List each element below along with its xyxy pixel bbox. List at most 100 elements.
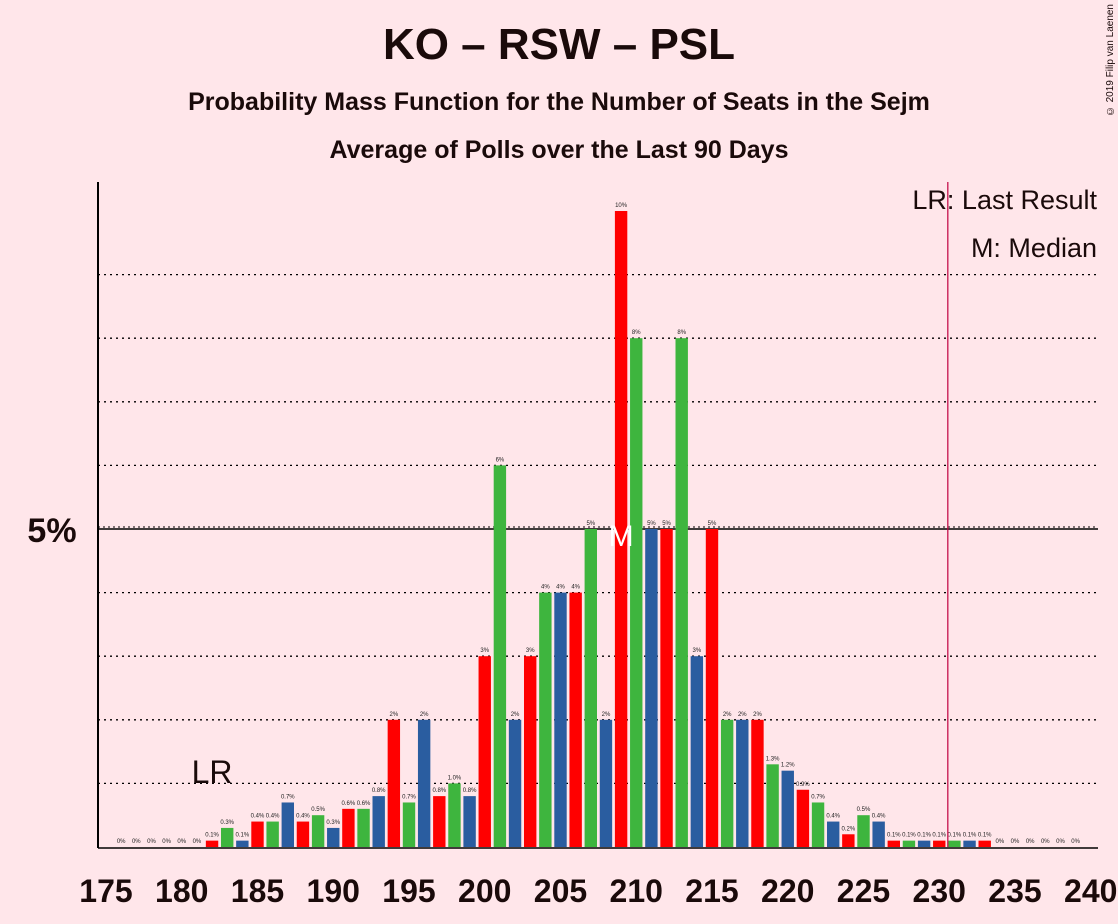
x-tick-label: 175 bbox=[79, 873, 132, 909]
data-label-179: 0% bbox=[162, 839, 171, 845]
x-tick-label: 220 bbox=[761, 873, 814, 909]
data-label-234: 0% bbox=[996, 839, 1005, 845]
bar-222 bbox=[811, 802, 825, 847]
x-tick-label: 210 bbox=[610, 873, 663, 909]
bar-183 bbox=[221, 827, 234, 847]
bar-185 bbox=[251, 821, 264, 847]
data-label-185: 0.4% bbox=[251, 814, 265, 820]
last-result-marker: LR bbox=[192, 754, 233, 790]
bar-204 bbox=[539, 592, 552, 847]
y-tick-label: 5% bbox=[27, 512, 76, 550]
bar-224 bbox=[842, 834, 855, 847]
bar-225 bbox=[857, 815, 870, 847]
bar-201 bbox=[493, 465, 507, 847]
bar-195 bbox=[402, 802, 416, 847]
data-label-184: 0.1% bbox=[236, 833, 250, 839]
data-label-177: 0% bbox=[132, 839, 141, 845]
data-label-231: 0.1% bbox=[948, 833, 962, 839]
bar-206 bbox=[569, 592, 582, 847]
data-label-228: 0.1% bbox=[902, 833, 916, 839]
bar-207 bbox=[584, 529, 597, 847]
bar-232 bbox=[963, 840, 976, 847]
x-tick-label: 195 bbox=[382, 873, 435, 909]
bar-233 bbox=[978, 840, 991, 847]
data-label-210: 8% bbox=[632, 330, 641, 336]
data-label-214: 3% bbox=[693, 648, 702, 654]
data-label-206: 4% bbox=[571, 585, 580, 591]
data-label-227: 0.1% bbox=[887, 833, 901, 839]
data-label-235: 0% bbox=[1011, 839, 1020, 845]
bar-215 bbox=[705, 529, 719, 847]
data-label-193: 0.8% bbox=[372, 788, 386, 794]
data-label-200: 3% bbox=[480, 648, 489, 654]
x-tick-label: 230 bbox=[913, 873, 966, 909]
data-label-198: 1.0% bbox=[448, 775, 462, 781]
data-label-186: 0.4% bbox=[266, 814, 280, 820]
bar-219 bbox=[766, 764, 779, 847]
bar-190 bbox=[327, 827, 340, 847]
x-tick-label: 180 bbox=[155, 873, 208, 909]
data-label-237: 0% bbox=[1041, 839, 1050, 845]
bar-228 bbox=[902, 840, 916, 847]
data-label-183: 0.3% bbox=[220, 820, 234, 826]
bar-230 bbox=[933, 840, 946, 847]
bar-198 bbox=[448, 783, 461, 847]
data-label-220: 1.2% bbox=[781, 763, 795, 769]
legend-median: M: Median bbox=[971, 233, 1097, 263]
chart-subtitle: Probability Mass Function for the Number… bbox=[188, 88, 930, 116]
bar-203 bbox=[524, 656, 537, 847]
data-label-213: 8% bbox=[677, 330, 686, 336]
bar-187 bbox=[281, 802, 294, 847]
data-label-226: 0.4% bbox=[872, 814, 886, 820]
bar-226 bbox=[872, 821, 885, 847]
bar-192 bbox=[357, 808, 370, 847]
bar-205 bbox=[554, 592, 567, 847]
data-label-205: 4% bbox=[556, 585, 565, 591]
data-label-176: 0% bbox=[117, 839, 126, 845]
bar-227 bbox=[887, 840, 900, 847]
bar-223 bbox=[827, 821, 840, 847]
bar-193 bbox=[372, 796, 385, 847]
median-marker: M bbox=[609, 520, 634, 553]
data-label-217: 2% bbox=[738, 712, 747, 718]
bar-211 bbox=[645, 529, 658, 847]
data-label-180: 0% bbox=[177, 839, 186, 845]
x-tick-label: 240 bbox=[1064, 873, 1117, 909]
data-label-195: 0.7% bbox=[402, 794, 416, 800]
data-label-178: 0% bbox=[147, 839, 156, 845]
bar-200 bbox=[478, 656, 491, 847]
data-label-201: 6% bbox=[496, 457, 505, 463]
data-label-188: 0.4% bbox=[296, 814, 310, 820]
data-label-211: 5% bbox=[647, 521, 656, 527]
data-label-208: 2% bbox=[602, 712, 611, 718]
bar-210 bbox=[630, 338, 643, 847]
data-label-230: 0.1% bbox=[932, 833, 946, 839]
data-label-225: 0.5% bbox=[857, 807, 871, 813]
chart-title: KO – RSW – PSL bbox=[382, 20, 736, 69]
data-label-189: 0.5% bbox=[311, 807, 325, 813]
bar-199 bbox=[463, 796, 476, 847]
chart-subtitle-2: Average of Polls over the Last 90 Days bbox=[329, 136, 789, 164]
data-label-199: 0.8% bbox=[463, 788, 477, 794]
bar-191 bbox=[342, 808, 355, 847]
data-label-238: 0% bbox=[1056, 839, 1065, 845]
data-label-194: 2% bbox=[390, 712, 399, 718]
bar-189 bbox=[311, 815, 325, 847]
x-tick-label: 190 bbox=[307, 873, 360, 909]
data-label-196: 2% bbox=[420, 712, 429, 718]
data-label-209: 10% bbox=[615, 203, 628, 209]
data-label-215: 5% bbox=[708, 521, 717, 527]
data-label-203: 3% bbox=[526, 648, 535, 654]
data-label-182: 0.1% bbox=[205, 833, 219, 839]
bar-221 bbox=[796, 789, 810, 847]
bar-208 bbox=[599, 719, 613, 847]
x-tick-label: 235 bbox=[988, 873, 1041, 909]
bar-231 bbox=[948, 840, 961, 847]
data-label-224: 0.2% bbox=[842, 826, 856, 832]
data-label-236: 0% bbox=[1026, 839, 1035, 845]
bar-209 bbox=[614, 211, 628, 847]
data-label-207: 5% bbox=[586, 521, 595, 527]
x-tick-label: 205 bbox=[534, 873, 587, 909]
data-label-218: 2% bbox=[753, 712, 762, 718]
